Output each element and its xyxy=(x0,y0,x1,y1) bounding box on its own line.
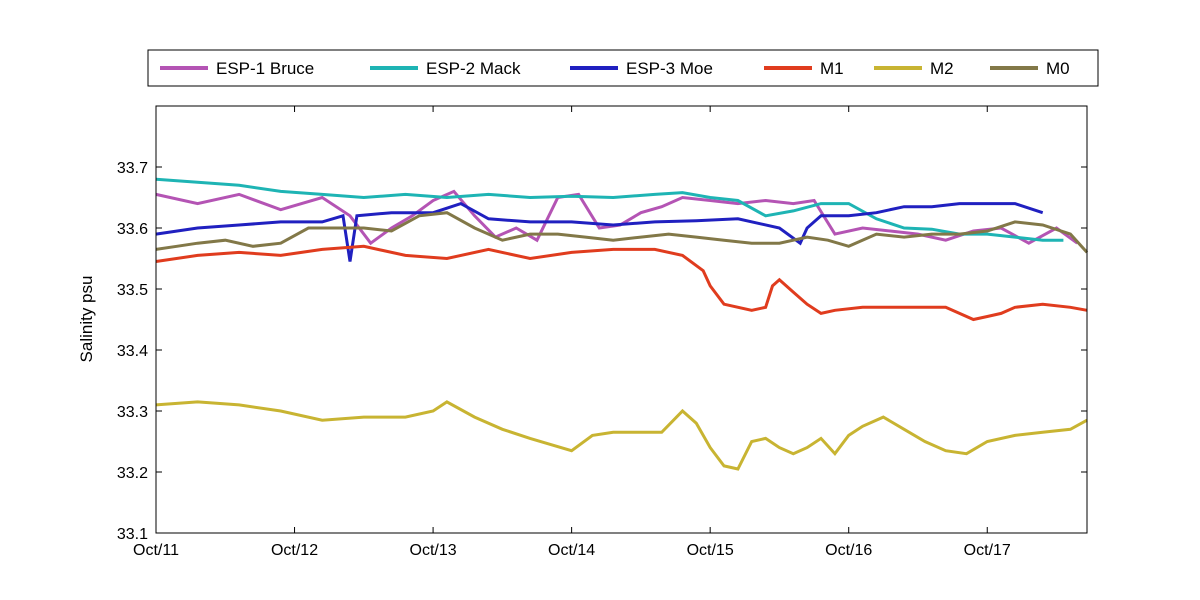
y-axis-label: Salinity psu xyxy=(77,276,96,363)
plot-frame xyxy=(155,105,1088,534)
legend-label: M2 xyxy=(930,59,954,78)
x-tick-label: Oct/11 xyxy=(133,542,179,559)
legend-label: M0 xyxy=(1046,59,1070,78)
y-tick-label: 33.4 xyxy=(117,343,148,360)
series-line-esp-3-moe xyxy=(155,201,1044,262)
x-tick-label: Oct/12 xyxy=(271,542,318,559)
x-tick-label: Oct/16 xyxy=(825,542,872,559)
y-tick-label: 33.3 xyxy=(117,404,148,421)
x-axis-ticks: Oct/11 Oct/12 Oct/13 Oct/14 Oct/15 Oct/16 Oct/… xyxy=(133,106,1011,559)
plot-frame-top xyxy=(155,105,1088,534)
series-line-m1 xyxy=(155,244,1088,322)
legend-label: ESP-1 Bruce xyxy=(216,59,314,78)
x-tick-label: Oct/14 xyxy=(548,542,595,559)
y-tick-label: 33.6 xyxy=(117,221,148,238)
series-line-m0 xyxy=(155,211,1089,254)
legend-label: ESP-3 Moe xyxy=(626,59,713,78)
legend-label: M1 xyxy=(820,59,844,78)
x-tick-label: Oct/13 xyxy=(410,542,457,559)
plot-area: 33.133.233.333.433.533.633.7 Oct/11 Oct/1… xyxy=(117,105,1089,559)
y-tick-label: 33.1 xyxy=(117,526,148,543)
legend-box xyxy=(147,49,1099,87)
legend-label: ESP-2 Mack xyxy=(426,59,521,78)
legend-items: ESP-1 Bruce ESP-2 Mack ESP-3 Moe M1 M2 M0 xyxy=(160,59,1070,78)
y-axis-ticks: 33.1 33.2 33.3 33.4 33.5 33.6 33.7 xyxy=(117,160,1087,543)
y-tick-label: 33.5 xyxy=(117,282,148,299)
x-tick-label: Oct/17 xyxy=(964,542,1011,559)
y-tick-label: 33.7 xyxy=(117,160,148,177)
y-tick-label: 33.2 xyxy=(117,465,148,482)
series-line-esp-2-mack xyxy=(155,177,1064,242)
series-lines xyxy=(155,177,1089,471)
x-tick-label: Oct/15 xyxy=(687,542,734,559)
legend: ESP-1 Bruce ESP-2 Mack ESP-3 Moe M1 M2 M0 xyxy=(147,49,1099,87)
series-line-m2 xyxy=(155,400,1088,471)
